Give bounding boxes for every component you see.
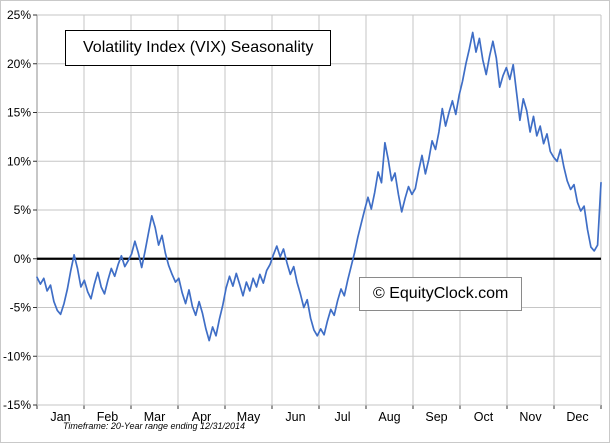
month-label: Sep [425,410,447,424]
month-label: Dec [566,410,588,424]
y-tick-label: 15% [7,106,31,120]
chart-title-box: Volatility Index (VIX) Seasonality [65,30,332,66]
month-label: May [237,410,261,424]
timeframe-note: Timeframe: 20-Year range ending 12/31/20… [63,421,246,431]
month-label: Jan [50,410,70,424]
month-label: Oct [474,410,494,424]
y-tick-label: 20% [7,57,31,71]
vix-seasonality-line [36,31,602,342]
month-label: Aug [378,410,400,424]
y-tick-label: -10% [3,349,31,363]
month-label: Nov [519,410,542,424]
y-tick-label: -5% [10,301,32,315]
month-label: Jun [285,410,305,424]
watermark-box: © EquityClock.com [359,277,523,311]
y-tick-label: 10% [7,154,31,168]
month-label: Apr [192,410,211,424]
y-tick-label: 25% [7,8,31,22]
month-label: Jul [335,410,351,424]
chart-title: Volatility Index (VIX) Seasonality [83,39,314,56]
watermark: © EquityClock.com [373,285,509,302]
month-label: Feb [97,410,119,424]
month-label: Mar [144,410,166,424]
y-tick-label: 0% [14,252,32,266]
y-tick-label: -15% [3,398,31,412]
y-tick-label: 5% [14,203,32,217]
